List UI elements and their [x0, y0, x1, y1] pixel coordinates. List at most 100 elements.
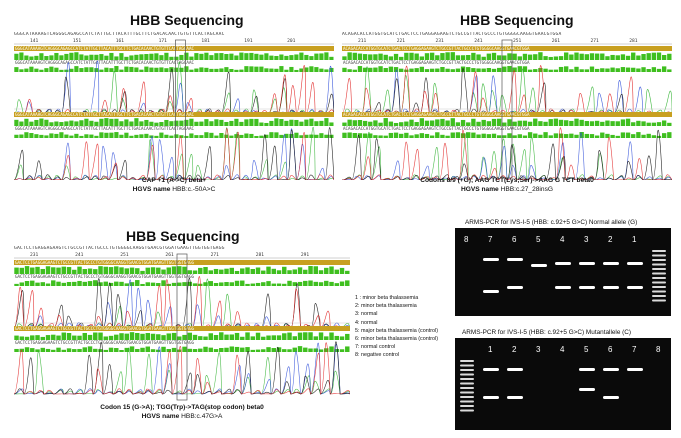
- quality-bar: [179, 120, 184, 126]
- quality-bar: [357, 66, 363, 72]
- quality-bar: [538, 121, 543, 126]
- quality-bar: [114, 118, 119, 126]
- quality-bar: [491, 133, 497, 138]
- quality-bar: [139, 134, 144, 138]
- mutation-highlight-box: [176, 253, 188, 401]
- quality-bar: [51, 334, 56, 340]
- quality-bar: [271, 348, 276, 352]
- quality-bar: [249, 66, 254, 72]
- quality-bar: [569, 133, 574, 138]
- quality-bar: [119, 69, 124, 72]
- position-tick-label: 141: [30, 38, 39, 44]
- quality-bar: [29, 66, 34, 72]
- quality-bar: [491, 68, 497, 72]
- quality-bar: [219, 132, 224, 138]
- quality-bar: [460, 55, 466, 60]
- quality-bar: [284, 55, 289, 60]
- quality-bar: [579, 119, 584, 126]
- quality-bar: [35, 349, 40, 352]
- quality-bar: [79, 135, 84, 138]
- quality-bar: [297, 267, 303, 274]
- quality-bar: [44, 119, 49, 126]
- quality-bar: [455, 55, 461, 60]
- quality-bar: [249, 52, 254, 60]
- legend-item: 2: minor beta thalassemia: [355, 303, 417, 310]
- quality-bar: [362, 67, 368, 72]
- quality-bar: [574, 118, 579, 126]
- position-tick-label: 271: [591, 38, 600, 44]
- quality-bar: [383, 135, 388, 138]
- quality-bar: [345, 333, 350, 340]
- quality-bar: [574, 66, 579, 72]
- quality-bar: [636, 55, 641, 60]
- quality-bar: [209, 121, 214, 126]
- panel-caption: Codons 8/9 (+G); AAG TCT(Lys;Ser)->AAG G…: [382, 176, 632, 194]
- quality-bar: [486, 121, 492, 126]
- quality-bar: [229, 346, 234, 352]
- quality-bar: [435, 68, 440, 72]
- quality-bar: [517, 66, 522, 72]
- quality-bar: [284, 133, 289, 138]
- quality-bar: [134, 67, 139, 72]
- quality-bar: [334, 349, 339, 352]
- quality-bar: [159, 132, 164, 138]
- quality-bar: [103, 349, 108, 352]
- quality-bar: [282, 283, 287, 286]
- quality-bar: [79, 54, 84, 60]
- quality-bar: [304, 134, 309, 138]
- quality-bar: [245, 267, 250, 274]
- quality-bar: [496, 135, 502, 138]
- quality-bar: [466, 132, 471, 138]
- quality-bar: [319, 133, 324, 138]
- quality-bar: [419, 133, 424, 138]
- gel-band: [507, 286, 523, 289]
- quality-bar: [119, 121, 124, 126]
- quality-bar: [61, 332, 66, 340]
- quality-bar: [476, 54, 481, 60]
- quality-bar: [244, 66, 249, 72]
- quality-bar: [378, 66, 383, 72]
- quality-bar: [171, 347, 177, 352]
- quality-bar: [481, 119, 486, 126]
- quality-bar: [651, 67, 657, 72]
- trace-g: [14, 68, 334, 115]
- quality-bar: [51, 280, 56, 286]
- quality-bar: [271, 335, 276, 340]
- position-tick-label: 251: [513, 38, 522, 44]
- quality-bar: [294, 132, 299, 138]
- quality-bar: [59, 69, 64, 72]
- quality-bar: [636, 68, 641, 72]
- quality-bar: [14, 67, 19, 72]
- quality-bar: [214, 119, 219, 126]
- quality-bar: [34, 134, 39, 138]
- quality-bar: [239, 52, 244, 60]
- quality-bar: [347, 52, 352, 60]
- quality-bar: [108, 335, 114, 340]
- quality-bar: [610, 121, 615, 126]
- quality-bar: [129, 267, 135, 274]
- quality-bar: [64, 134, 69, 138]
- quality-bar: [294, 119, 299, 126]
- quality-bar: [334, 269, 339, 274]
- quality-bar: [24, 55, 29, 60]
- quality-bar: [527, 121, 533, 126]
- sequence-bar: [14, 112, 334, 117]
- quality-bar: [93, 332, 98, 340]
- lane-label: 4: [560, 345, 565, 354]
- quality-bar: [177, 282, 182, 286]
- quality-bar: [631, 122, 636, 126]
- quality-bar: [164, 68, 169, 72]
- gel-bottom-caption: ARMS-PCR for IVS-I-5 (HBB: c.92+5 G>C) M…: [462, 329, 632, 336]
- quality-bar: [594, 135, 600, 138]
- quality-bar: [450, 118, 455, 126]
- quality-bar: [605, 133, 610, 138]
- quality-bar: [533, 118, 538, 126]
- quality-bar: [66, 281, 72, 286]
- quality-bar: [569, 54, 574, 60]
- mutation-label: Codons 8/9 (+G); AAG TCT(Lys;Ser)->AAG G…: [420, 177, 594, 184]
- quality-bar: [445, 68, 450, 72]
- quality-bar: [14, 267, 19, 274]
- quality-bar: [54, 121, 59, 126]
- quality-bar: [135, 348, 140, 352]
- quality-bar: [584, 54, 589, 60]
